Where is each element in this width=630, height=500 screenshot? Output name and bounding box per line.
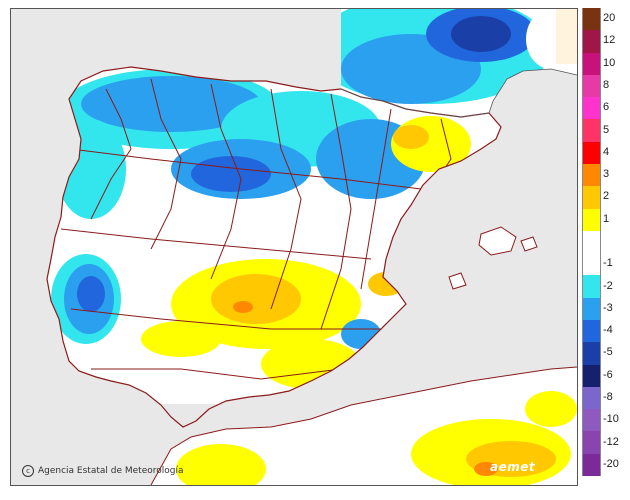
menorca-island — [520, 236, 538, 252]
brand-logo-text: aemet — [490, 460, 536, 474]
legend-swatch — [582, 297, 601, 320]
anomaly-map — [10, 8, 578, 486]
legend-swatch — [582, 320, 601, 343]
legend-swatch — [582, 141, 601, 164]
legend-label: 6 — [603, 101, 610, 114]
legend-swatch — [582, 342, 601, 365]
legend-swatch — [582, 253, 601, 276]
legend-swatch — [582, 164, 601, 187]
legend-swatch — [582, 230, 601, 254]
credit-line: c Agencia Estatal de Meteorología — [22, 465, 184, 477]
legend-label: 2 — [603, 190, 610, 203]
legend-swatch — [582, 74, 601, 98]
copyright-icon: c — [22, 465, 34, 477]
africa-coastline — [150, 366, 577, 485]
legend-label: -8 — [603, 391, 613, 403]
legend-label: -2 — [603, 279, 613, 292]
legend-label: 20 — [603, 12, 616, 25]
legend-label: 8 — [603, 79, 610, 91]
france-coastline — [340, 68, 577, 118]
legend-swatch — [582, 186, 601, 209]
legend-label: 5 — [603, 123, 610, 136]
legend-label: -20 — [603, 457, 619, 470]
legend-swatch — [582, 30, 601, 53]
legend-swatch — [582, 431, 601, 454]
legend-swatch — [582, 409, 601, 432]
legend-swatch — [582, 8, 601, 31]
mallorca-island — [478, 226, 517, 256]
france-region — [341, 9, 577, 117]
legend-swatch — [582, 453, 601, 476]
legend-label: 3 — [603, 168, 610, 181]
legend-swatch — [582, 364, 601, 387]
legend-label: -5 — [603, 346, 613, 359]
legend-label: -6 — [603, 368, 613, 381]
credit-text: Agencia Estatal de Meteorología — [38, 466, 184, 476]
iberia-region — [47, 67, 501, 404]
legend-label: -10 — [603, 413, 619, 426]
legend-label: 4 — [603, 145, 610, 158]
legend-swatch — [582, 208, 601, 231]
legend-swatch — [582, 119, 601, 142]
legend-label: 12 — [603, 34, 616, 47]
legend-label: -12 — [603, 435, 619, 448]
legend-swatch — [582, 97, 601, 120]
legend-label: 1 — [603, 212, 610, 225]
color-legend: 20 12 10 8 6 5 4 3 2 1 -1 -2 -3 -4 -5 -6 -8 -10 -12 -20 — [582, 8, 630, 476]
legend-label: -1 — [603, 257, 613, 270]
map-canvas — [11, 9, 577, 485]
ibiza-island — [448, 272, 467, 290]
legend-swatch — [582, 386, 601, 410]
legend-label: 10 — [603, 56, 616, 69]
legend-swatch — [582, 275, 601, 298]
legend-label: -3 — [603, 301, 613, 314]
legend-label: -4 — [603, 324, 613, 337]
legend-swatch — [582, 52, 601, 75]
